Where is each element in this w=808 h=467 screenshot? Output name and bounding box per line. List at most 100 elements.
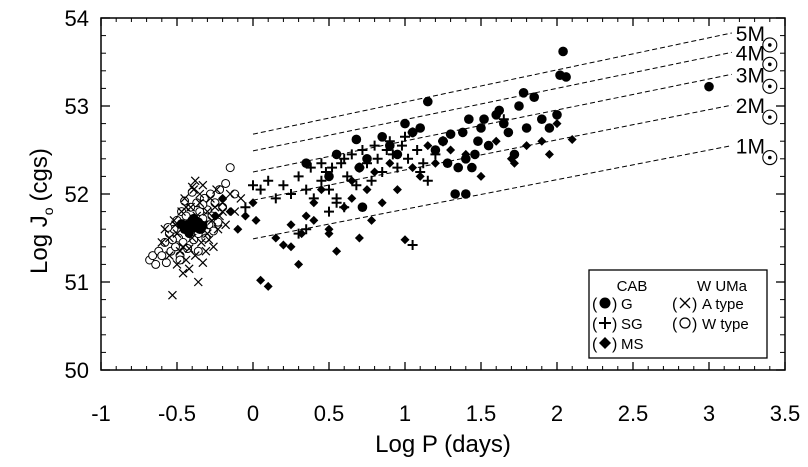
point-ms	[408, 163, 418, 173]
point-ms	[537, 136, 547, 146]
x-tick-label: 1	[399, 401, 411, 426]
point-g	[479, 114, 489, 124]
point-ms	[491, 136, 501, 146]
point-g	[521, 123, 532, 133]
point-w-type	[205, 189, 215, 199]
point-sg	[270, 193, 281, 204]
point-a-type	[181, 255, 191, 265]
point-ms	[544, 149, 554, 159]
point-w-type	[161, 258, 171, 268]
solar-symbol-dot	[768, 84, 772, 89]
y-axis-label-unit: (cgs)	[26, 148, 53, 201]
mass-track-line	[252, 51, 732, 152]
legend-wuma-title: W UMa	[697, 278, 748, 295]
point-sg	[407, 240, 418, 251]
point-sg	[412, 145, 423, 155]
point-a-type	[212, 185, 221, 195]
legend-paren: )	[692, 316, 697, 333]
solar-symbol-icon	[762, 37, 778, 53]
solar-symbol-dot	[768, 43, 772, 47]
point-sg	[366, 175, 377, 186]
legend-paren: )	[692, 296, 697, 313]
legend-paren: (	[592, 316, 598, 333]
point-a-type	[210, 202, 220, 212]
point-g	[704, 81, 714, 92]
point-ms	[522, 141, 532, 151]
point-a-type	[172, 229, 182, 239]
point-ms	[509, 158, 519, 168]
point-sg	[422, 175, 433, 186]
x-tick-label: 0.5	[314, 401, 345, 426]
point-a-type	[196, 237, 206, 247]
point-ms	[370, 167, 380, 177]
point-ms	[286, 220, 296, 230]
point-sg	[324, 206, 334, 217]
point-a-type	[168, 290, 177, 300]
point-ms	[271, 233, 281, 243]
solar-symbol-icon	[762, 150, 778, 166]
y-tick-label: 54	[65, 6, 89, 31]
legend-w-marker	[679, 317, 691, 329]
point-a-type	[225, 189, 235, 199]
point-ms	[297, 229, 307, 239]
data-points	[145, 46, 714, 300]
legend-paren: )	[612, 336, 617, 353]
point-a-type	[198, 180, 208, 190]
point-g	[377, 132, 388, 142]
point-g	[357, 202, 368, 212]
mass-track-line	[252, 145, 732, 240]
point-w-type	[175, 255, 185, 265]
point-g	[450, 189, 460, 199]
point-ms	[367, 215, 377, 225]
point-sg	[403, 153, 414, 164]
point-ms	[324, 229, 334, 239]
point-g	[407, 127, 418, 138]
point-ms	[476, 171, 486, 181]
point-sg	[278, 180, 289, 191]
point-g	[461, 189, 471, 199]
svg-text:Log Jo(cgs): Log Jo (cgs)	[26, 148, 56, 274]
point-a-type	[190, 251, 200, 261]
point-ms	[294, 259, 304, 269]
x-tick-label: 1.5	[466, 401, 497, 426]
point-sg	[396, 140, 407, 151]
point-ms	[301, 211, 311, 221]
point-a-type	[178, 242, 188, 252]
legend-g-label: G	[621, 296, 633, 313]
point-ms	[263, 281, 273, 291]
point-a-type	[164, 251, 174, 261]
point-g	[430, 145, 441, 155]
point-ms	[248, 198, 258, 208]
point-a-type	[189, 185, 199, 195]
x-tick-label: -1	[91, 401, 111, 426]
y-axis-label-main: Log J	[26, 215, 53, 274]
point-a-type	[198, 258, 208, 268]
point-sg	[392, 162, 403, 173]
point-w-type	[183, 244, 193, 254]
point-ms	[423, 141, 433, 151]
point-g	[494, 105, 505, 116]
y-tick-label: 50	[65, 358, 89, 383]
point-sg	[293, 171, 304, 182]
x-tick-label: -0.5	[158, 401, 196, 426]
point-ms	[347, 193, 357, 203]
legend-paren: (	[592, 336, 598, 353]
mass-track-label: 4M	[736, 42, 765, 65]
solar-symbol-dot	[768, 62, 772, 67]
point-ms	[210, 211, 220, 221]
point-a-type	[180, 193, 190, 203]
point-g	[385, 140, 395, 151]
point-a-type	[209, 242, 218, 252]
point-sg	[248, 180, 258, 191]
point-ms	[240, 211, 250, 221]
point-sg	[240, 202, 251, 213]
legend-w-label: W type	[702, 316, 749, 333]
point-g	[499, 118, 509, 129]
point-g	[442, 158, 453, 168]
point-g	[438, 136, 448, 146]
legend-paren: (	[672, 316, 678, 333]
point-sg	[339, 153, 350, 164]
point-w-type	[151, 259, 161, 269]
x-tick-label: 2	[551, 401, 563, 426]
